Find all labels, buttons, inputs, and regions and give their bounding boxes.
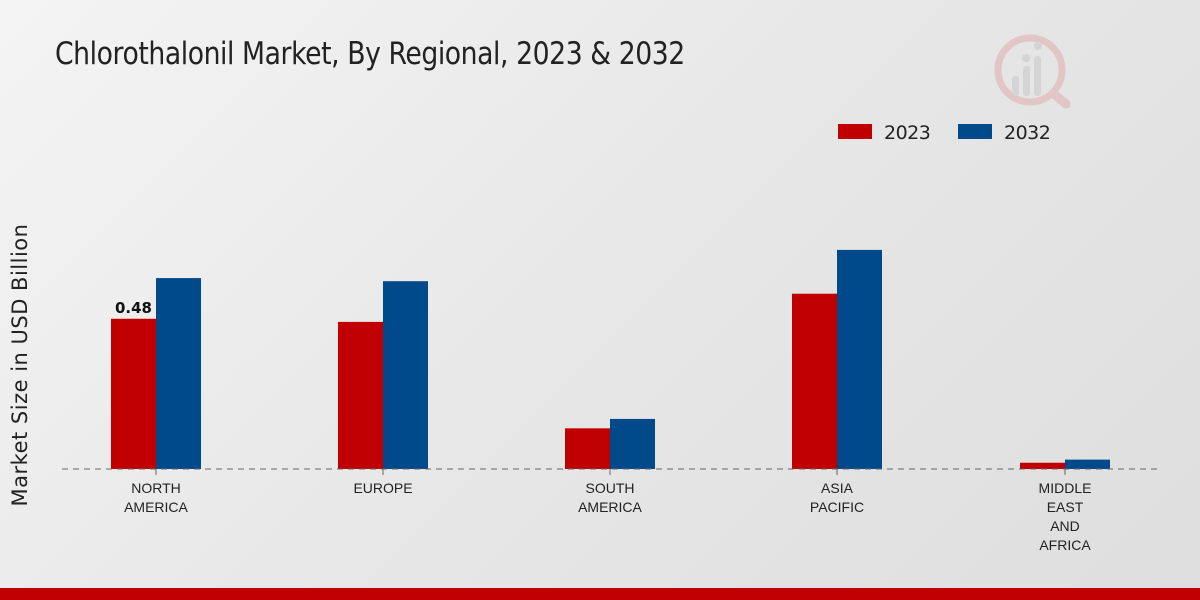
- data-label-0-0: 0.48: [115, 299, 152, 317]
- bar-2023-0: [111, 318, 156, 469]
- brand-logo-icon: [994, 34, 1071, 109]
- legend-label-2032: 2032: [1004, 122, 1050, 144]
- bar-2023-1: [338, 321, 383, 469]
- y-axis-label: Market Size in USD Billion: [8, 224, 32, 507]
- x-tick-label-3: ASIA PACIFIC: [810, 480, 864, 515]
- legend-label-2023: 2023: [884, 122, 930, 144]
- bar-2032-0: [156, 278, 201, 469]
- bar-2032-1: [383, 281, 428, 469]
- legend-swatch-2023: [838, 124, 872, 139]
- bar-2023-3: [792, 293, 837, 469]
- chart-title: Chlorothalonil Market, By Regional, 2023…: [55, 36, 685, 72]
- x-tick-label-1: EUROPE: [353, 480, 412, 496]
- bar-2032-2: [610, 418, 655, 469]
- x-tick-label-0: NORTH AMERICA: [124, 480, 188, 515]
- bottom-accent-bar: [0, 588, 1200, 600]
- legend-swatch-2032: [958, 124, 992, 139]
- bar-2023-4: [1020, 462, 1065, 469]
- bar-2032-4: [1065, 459, 1110, 469]
- x-tick-label-4: MIDDLE EAST AND AFRICA: [1039, 480, 1092, 553]
- bar-2032-3: [837, 249, 882, 469]
- x-tick-label-2: SOUTH AMERICA: [578, 480, 642, 515]
- bar-2023-2: [565, 428, 610, 469]
